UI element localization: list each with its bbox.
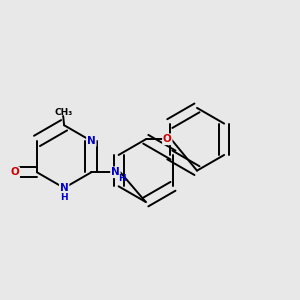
- Text: N: N: [60, 183, 68, 193]
- Text: N: N: [111, 167, 120, 177]
- Text: CH₃: CH₃: [54, 108, 72, 117]
- Text: H: H: [60, 193, 68, 202]
- Text: H: H: [118, 174, 125, 183]
- Text: N: N: [87, 136, 96, 146]
- Text: O: O: [11, 167, 19, 177]
- Text: O: O: [163, 134, 172, 144]
